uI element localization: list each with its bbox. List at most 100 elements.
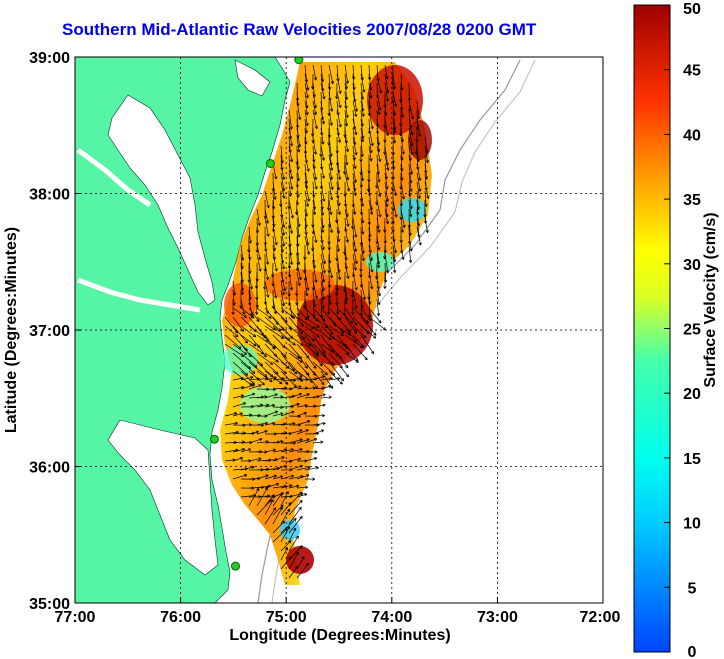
- velocity-arrow: [256, 253, 262, 272]
- velocity-arrow: [264, 393, 278, 399]
- velocity-arrow: [296, 562, 310, 579]
- velocity-arrow: [344, 145, 349, 166]
- velocity-arrow: [280, 181, 286, 199]
- velocity-arrow: [352, 307, 369, 324]
- velocity-arrow: [352, 118, 358, 136]
- velocity-arrow: [352, 91, 359, 112]
- y-tick-label: 38:00: [29, 187, 70, 204]
- velocity-arrow: [392, 235, 397, 254]
- velocity-arrow: [336, 307, 354, 324]
- velocity-arrow: [376, 289, 381, 306]
- velocity-arrow: [368, 109, 374, 130]
- y-tick-label: 35:00: [29, 596, 70, 613]
- velocity-arrow: [376, 280, 382, 297]
- velocity-arrow: [320, 385, 332, 390]
- velocity-arrow: [288, 271, 294, 291]
- velocity-arrow: [264, 334, 276, 350]
- velocity-arrow: [376, 298, 381, 317]
- velocity-arrow: [312, 393, 326, 399]
- velocity-arrow: [232, 325, 248, 344]
- velocity-arrow: [328, 325, 344, 337]
- velocity-arrow: [296, 334, 312, 347]
- low-velocity-patch: [240, 387, 290, 423]
- river-james: [77, 277, 201, 313]
- velocity-arrow: [288, 316, 303, 335]
- velocity-arrow: [328, 199, 333, 216]
- x-tick-label: 73:00: [477, 609, 518, 626]
- velocity-arrow: [296, 316, 315, 330]
- velocity-arrow: [296, 352, 308, 369]
- velocity-arrow: [280, 298, 285, 314]
- velocity-arrow: [368, 82, 373, 99]
- velocity-arrow: [280, 208, 286, 228]
- velocity-arrow: [320, 217, 325, 233]
- velocity-arrow: [296, 298, 300, 317]
- velocity-arrow: [328, 91, 334, 112]
- velocity-arrow: [336, 298, 340, 315]
- velocity-arrow: [240, 334, 257, 347]
- high-velocity-patch: [224, 283, 256, 327]
- velocity-arrow: [352, 136, 358, 156]
- velocity-arrow: [320, 395, 332, 399]
- radar-station-marker: [265, 158, 275, 168]
- velocity-arrow: [248, 457, 262, 462]
- velocity-arrow: [312, 352, 323, 367]
- velocity-arrow: [288, 199, 294, 219]
- velocity-arrow: [232, 361, 249, 376]
- x-tick-label: 74:00: [371, 609, 412, 626]
- velocity-arrow: [280, 280, 285, 296]
- velocity-arrow: [296, 466, 311, 471]
- velocity-arrow: [288, 172, 294, 190]
- velocity-arrow: [344, 316, 358, 334]
- grid: [75, 57, 603, 603]
- velocity-arrow: [392, 91, 398, 107]
- velocity-arrow: [272, 181, 277, 200]
- velocity-arrow: [288, 217, 294, 234]
- radar-stations: [209, 57, 304, 571]
- velocity-arrow: [231, 298, 235, 315]
- velocity-arrow: [312, 109, 318, 130]
- velocity-arrow: [264, 474, 277, 480]
- velocity-arrow: [352, 235, 358, 252]
- velocity-arrow: [384, 154, 390, 171]
- velocity-arrow: [280, 448, 294, 453]
- velocity-arrow: [320, 244, 327, 265]
- velocity-arrow: [344, 64, 350, 84]
- velocity-arrow: [264, 244, 270, 265]
- velocity-arrow: [240, 375, 254, 381]
- velocity-arrow: [320, 163, 326, 179]
- velocity-arrow: [280, 540, 292, 552]
- velocity-arrow: [304, 82, 310, 99]
- velocity-arrow: [400, 208, 406, 228]
- velocity-arrow: [384, 64, 389, 80]
- velocity-arrow: [328, 377, 341, 381]
- velocity-arrow: [304, 235, 311, 255]
- velocity-arrow: [288, 535, 299, 552]
- velocity-arrow: [312, 262, 318, 283]
- velocity-arrow: [336, 343, 350, 355]
- colorbar-tick-label: 25: [683, 322, 701, 339]
- velocity-arrow: [344, 136, 350, 153]
- velocity-arrow: [232, 447, 246, 453]
- velocity-arrow: [280, 163, 286, 180]
- velocity-arrow: [304, 343, 320, 357]
- velocity-arrow: [336, 199, 341, 215]
- velocity-arrow: [288, 244, 294, 265]
- x-axis-label: Longitude (Degrees:Minutes): [229, 627, 450, 644]
- velocity-arrow: [416, 118, 422, 137]
- velocity-arrow: [312, 172, 318, 190]
- velocity-arrow: [352, 163, 357, 183]
- velocity-arrow: [312, 199, 317, 215]
- velocity-arrow: [368, 199, 374, 215]
- velocity-arrow: [288, 506, 302, 525]
- velocity-arrow: [296, 411, 307, 417]
- radar-station-marker: [231, 561, 241, 571]
- velocity-arrow: [288, 515, 303, 534]
- velocity-arrow: [376, 91, 382, 111]
- velocity-arrow: [360, 316, 377, 336]
- y-axis-label: Latitude (Degrees:Minutes): [3, 227, 20, 433]
- velocity-arrow: [280, 518, 297, 534]
- colorbar-tick-label: 20: [683, 386, 701, 403]
- velocity-arrow: [376, 181, 382, 197]
- velocity-arrow: [256, 352, 274, 365]
